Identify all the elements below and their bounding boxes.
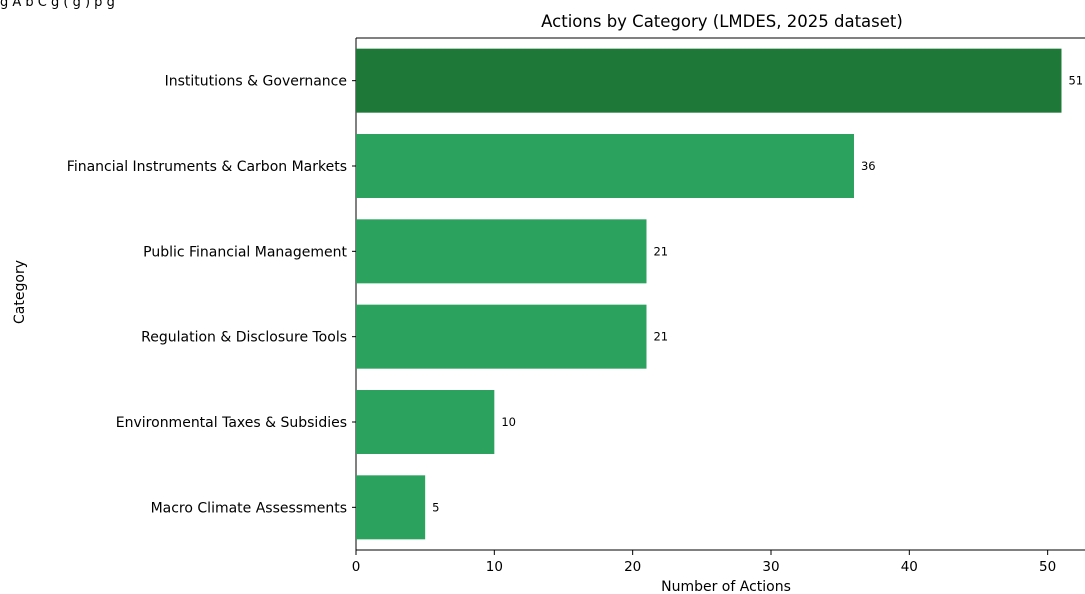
data-label: 21: [653, 244, 668, 258]
category-label: Financial Instruments & Carbon Markets: [67, 159, 347, 175]
plot-area: Institutions & Governance 51 Financial Ins…: [67, 37, 1085, 575]
category-label: Public Financial Management: [143, 244, 347, 260]
bar-4: [356, 304, 647, 369]
data-label: 21: [653, 330, 668, 344]
category-label: Environmental Taxes & Subsidies: [116, 415, 347, 431]
x-tick-label: 10: [486, 559, 503, 575]
data-label: 51: [1068, 74, 1083, 88]
bar-5: [356, 390, 495, 454]
data-label: 36: [861, 159, 876, 173]
category-label: Regulation & Disclosure Tools: [141, 330, 347, 346]
x-tick-label: 0: [352, 559, 361, 575]
category-label: Macro Climate Assessments: [151, 500, 347, 516]
bar-2: [356, 134, 854, 198]
caption-fragment: g A b C g ( g ) p g: [0, 0, 115, 10]
x-axis-title: Number of Actions: [661, 579, 791, 594]
data-label: 5: [432, 500, 439, 514]
bar-6: [356, 475, 426, 540]
x-tick-label: 40: [901, 559, 918, 575]
x-tick-label: 50: [1039, 559, 1056, 575]
x-tick-label: 30: [762, 559, 779, 575]
x-tick-label: 20: [624, 559, 641, 575]
bar-1: [356, 48, 1062, 113]
bar-3: [356, 219, 647, 284]
chart-title: Actions by Category (LMDES, 2025 dataset…: [541, 12, 903, 31]
y-axis-title: Category: [12, 260, 28, 324]
category-label: Institutions & Governance: [165, 74, 347, 90]
data-label: 10: [501, 415, 516, 429]
